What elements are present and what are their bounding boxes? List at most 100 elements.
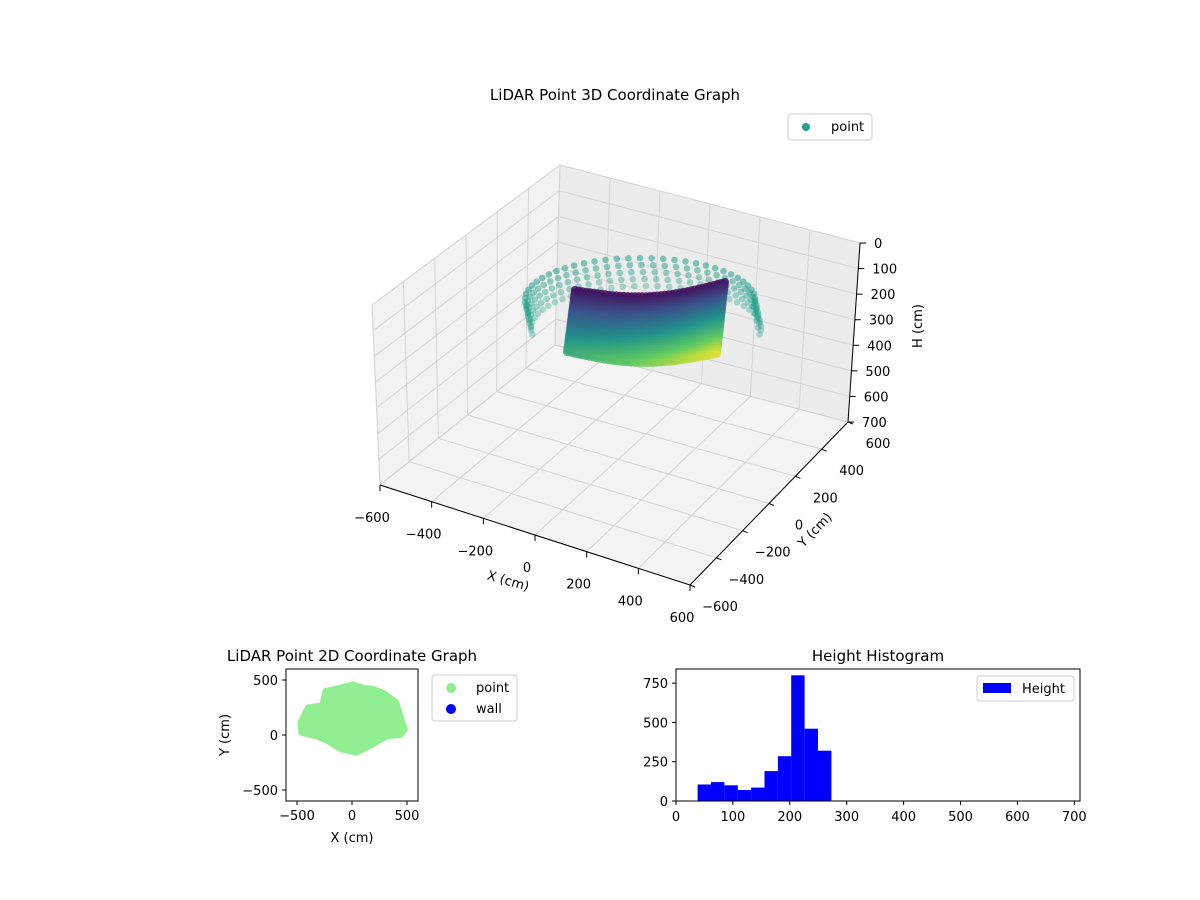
chart-2d: LiDAR Point 2D Coordinate Graph −500−500… — [218, 647, 518, 846]
cloud-dot-outer — [756, 315, 763, 323]
cloud-dot-outer — [528, 300, 535, 307]
y-tick-label-hist: 0 — [660, 795, 668, 810]
cloud-dot-outer — [526, 320, 533, 327]
x-tick-label-2d: 0 — [348, 809, 356, 824]
x-tick-label-hist: 700 — [1062, 810, 1087, 825]
grid-line-x-wall — [798, 229, 811, 410]
cloud-dot-outer — [545, 271, 553, 278]
cloud-dot-outer — [603, 263, 611, 271]
cloud-dot-outer — [619, 283, 627, 291]
chart-3d: LiDAR Point 3D Coordinate Graph −600 −400… — [354, 86, 926, 626]
x-tick-label-hist: 200 — [777, 810, 802, 825]
grid-line-y-wall — [525, 188, 530, 369]
y-tick-label: 400 — [839, 464, 864, 479]
cloud-dot-outer — [727, 271, 735, 278]
cloud-dot-outer — [536, 292, 543, 299]
cloud-dot-outer — [648, 254, 655, 262]
cloud-dot-outer — [629, 275, 637, 283]
cloud-dot-outer — [550, 292, 557, 299]
histogram-title: Height Histogram — [812, 647, 944, 665]
y-tick-label: 600 — [866, 437, 891, 452]
grid-line-z — [559, 164, 861, 244]
legend-2d-marker-point — [446, 683, 456, 693]
grid-line-z-left — [375, 241, 559, 383]
grid-line-y — [525, 367, 822, 450]
cloud-dot-outer — [692, 260, 700, 267]
grid-line-z — [557, 241, 855, 321]
x-tick-label-2d: 500 — [395, 809, 420, 824]
histogram-bar — [751, 787, 765, 801]
cloud-dot-outer — [617, 276, 625, 284]
y-tick-mark — [821, 448, 827, 452]
x-tick-label-hist: 0 — [672, 810, 680, 825]
cloud-dot-outer — [526, 315, 533, 323]
grid-line-z — [559, 190, 859, 270]
y-axis-label-2d: Y (cm) — [218, 714, 233, 757]
cloud-dot-outer — [740, 278, 747, 285]
cloud-dot-outer — [613, 255, 621, 263]
y-tick-label-2d: 500 — [253, 674, 278, 689]
cloud-dot-outer — [547, 278, 554, 285]
histogram-bar — [711, 782, 725, 801]
cloud-dot-outer — [661, 262, 669, 270]
cloud-dot-outer — [541, 288, 549, 296]
x-tick-label-hist: 300 — [834, 810, 859, 825]
grid-line-z-left — [379, 344, 556, 486]
y-tick-label-hist: 250 — [643, 756, 668, 771]
z-tick-label: 500 — [865, 365, 890, 380]
cloud-dot-outer — [525, 304, 533, 312]
cloud-dot-outer — [713, 271, 720, 279]
cloud-dot-outer — [751, 310, 759, 317]
x-tick-label: 200 — [566, 578, 591, 593]
cloud-dot-outer — [551, 299, 559, 306]
cloud-dot-outer — [754, 324, 762, 331]
x-tick-label-hist: 100 — [720, 810, 745, 825]
cloud-dot-outer — [534, 285, 542, 292]
grid-line-z — [558, 215, 857, 295]
grid-line-y-wall — [371, 304, 381, 486]
z-tick-label: 600 — [864, 390, 889, 405]
cloud-dot-outer — [626, 261, 634, 269]
cloud-dot-outer — [529, 331, 536, 338]
cloud-dot-outer — [543, 295, 551, 303]
cloud-dot-outer — [750, 303, 757, 310]
cloud-dot-outer — [651, 268, 658, 276]
cloud-dot-outer — [729, 278, 736, 285]
cloud-dot-outer — [734, 274, 742, 282]
grid-line-z-left — [371, 164, 561, 306]
x-tick-label: 0 — [523, 561, 531, 576]
y-tick-label: 0 — [795, 519, 803, 534]
histogram-bar — [818, 750, 832, 801]
x-axis-label-2d: X (cm) — [331, 831, 374, 846]
cloud-dot — [713, 350, 721, 358]
histogram-bar — [764, 771, 778, 801]
cloud-dot-outer — [614, 262, 622, 270]
x-tick-label: 400 — [618, 594, 643, 609]
cloud-dot-outer — [591, 258, 598, 265]
cloud-dot-outer — [557, 288, 565, 296]
x-tick-label-hist: 400 — [891, 810, 916, 825]
cloud-dot-outer — [672, 263, 680, 271]
cloud-dot-outer — [744, 299, 752, 306]
cloud-dot-outer — [711, 264, 719, 272]
cloud-dot-outer — [553, 267, 560, 275]
grid-line-y-wall — [496, 211, 498, 392]
legend-histogram: Height — [976, 675, 1075, 702]
cloud-dot-outer — [529, 307, 537, 314]
cloud-dot-outer — [639, 268, 647, 276]
y-tick-label: −200 — [755, 546, 791, 561]
grid-line-z-left — [372, 190, 560, 332]
z-tick-label: 200 — [871, 288, 896, 303]
cloud-dot-outer — [631, 282, 638, 290]
cloud-dot-outer — [642, 282, 650, 290]
legend-3d: point — [787, 113, 873, 141]
cloud-dot-outer — [671, 256, 678, 264]
cloud-dot-outer — [694, 267, 701, 274]
y-tick-label-hist: 750 — [643, 677, 668, 692]
cloud-dot-outer — [757, 327, 765, 334]
y-tick-label: −400 — [728, 573, 764, 588]
legend-2d-label-wall: wall — [476, 702, 502, 717]
cloud-dot-outer — [534, 310, 542, 317]
cloud-dot-outer — [638, 261, 645, 269]
